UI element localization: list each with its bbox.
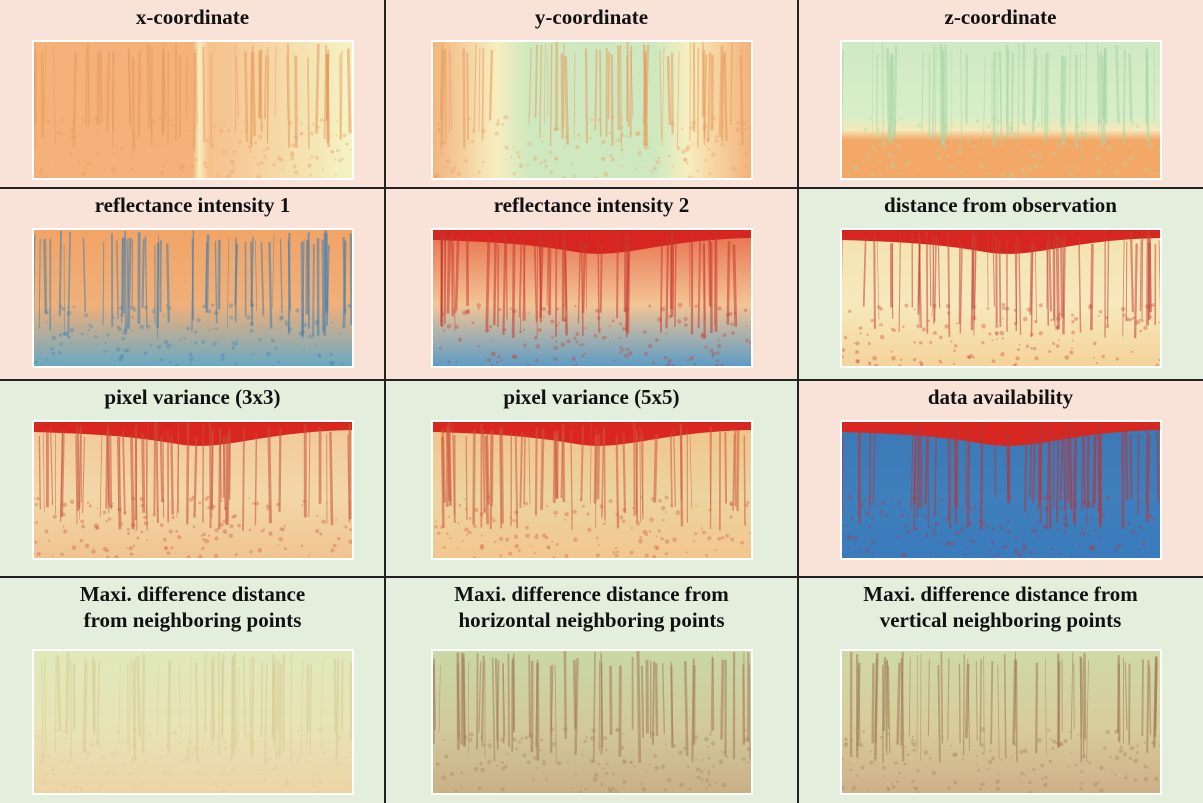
divider bbox=[0, 187, 1203, 189]
panel-title: x-coordinate bbox=[0, 4, 385, 30]
panel-title: reflectance intensity 1 bbox=[0, 192, 385, 218]
panel: reflectance intensity 2 bbox=[385, 188, 798, 380]
divider bbox=[384, 0, 386, 803]
panel-image bbox=[840, 228, 1162, 368]
panel-image bbox=[32, 40, 354, 180]
panel-title: y-coordinate bbox=[385, 4, 798, 30]
panel-image bbox=[32, 228, 354, 368]
panel-title: pixel variance (3x3) bbox=[0, 384, 385, 410]
panel: x-coordinate bbox=[0, 0, 385, 188]
panel-image bbox=[431, 228, 753, 368]
panel: pixel variance (5x5) bbox=[385, 380, 798, 577]
panel-image bbox=[431, 420, 753, 560]
panel-title: horizontal neighboring points bbox=[385, 607, 798, 633]
panel-title: vertical neighboring points bbox=[798, 607, 1203, 633]
panel-image bbox=[32, 649, 354, 795]
panel: data availability bbox=[798, 380, 1203, 577]
divider bbox=[0, 576, 1203, 578]
panel: pixel variance (3x3) bbox=[0, 380, 385, 577]
panel-image bbox=[431, 649, 753, 795]
panel-image bbox=[840, 420, 1162, 560]
panel-title: Maxi. difference distance from bbox=[385, 581, 798, 607]
panel-image bbox=[32, 420, 354, 560]
panel: distance from observation bbox=[798, 188, 1203, 380]
panel-title: Maxi. difference distance bbox=[0, 581, 385, 607]
panel: z-coordinate bbox=[798, 0, 1203, 188]
divider bbox=[0, 379, 1203, 381]
panel: reflectance intensity 1 bbox=[0, 188, 385, 380]
panel-title: reflectance intensity 2 bbox=[385, 192, 798, 218]
panel-title: pixel variance (5x5) bbox=[385, 384, 798, 410]
panel-image bbox=[431, 40, 753, 180]
panel-title: Maxi. difference distance from bbox=[798, 581, 1203, 607]
panel-title: distance from observation bbox=[798, 192, 1203, 218]
panel-image bbox=[840, 40, 1162, 180]
figure-grid: x-coordinatey-coordinatez-coordinate refl… bbox=[0, 0, 1203, 803]
divider bbox=[797, 0, 799, 803]
panel-title: from neighboring points bbox=[0, 607, 385, 633]
panel: y-coordinate bbox=[385, 0, 798, 188]
panel-title: z-coordinate bbox=[798, 4, 1203, 30]
panel-title: data availability bbox=[798, 384, 1203, 410]
panel-image bbox=[840, 649, 1162, 795]
